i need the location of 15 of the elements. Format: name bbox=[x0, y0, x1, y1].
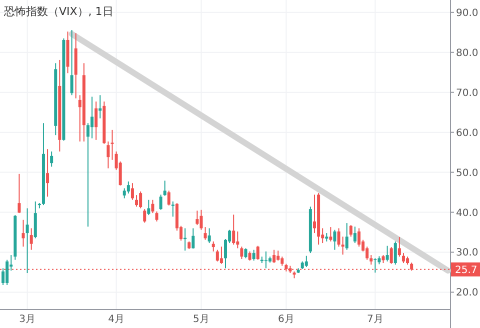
y-tick-label: 20.0 bbox=[456, 288, 478, 299]
y-tick-label: 60.0 bbox=[456, 128, 478, 139]
y-tick-label: 40.0 bbox=[456, 208, 478, 219]
y-tick-label: 80.0 bbox=[456, 48, 478, 59]
x-tick-label: 4月 bbox=[108, 314, 124, 325]
x-tick-label: 5月 bbox=[193, 314, 210, 325]
y-tick-label: 70.0 bbox=[456, 88, 478, 99]
ref-line-label: 25.7 bbox=[455, 264, 478, 276]
y-tick-label: 90.0 bbox=[456, 8, 478, 19]
x-tick-label: 7月 bbox=[366, 314, 384, 325]
x-tick-label: 6月 bbox=[278, 314, 294, 325]
y-tick-label: 30.0 bbox=[456, 248, 478, 259]
text: 恐怖指数（VIX）, 1日 bbox=[3, 5, 114, 18]
y-tick-label: 50.0 bbox=[456, 168, 478, 179]
x-tick-label: 3月 bbox=[19, 314, 36, 325]
